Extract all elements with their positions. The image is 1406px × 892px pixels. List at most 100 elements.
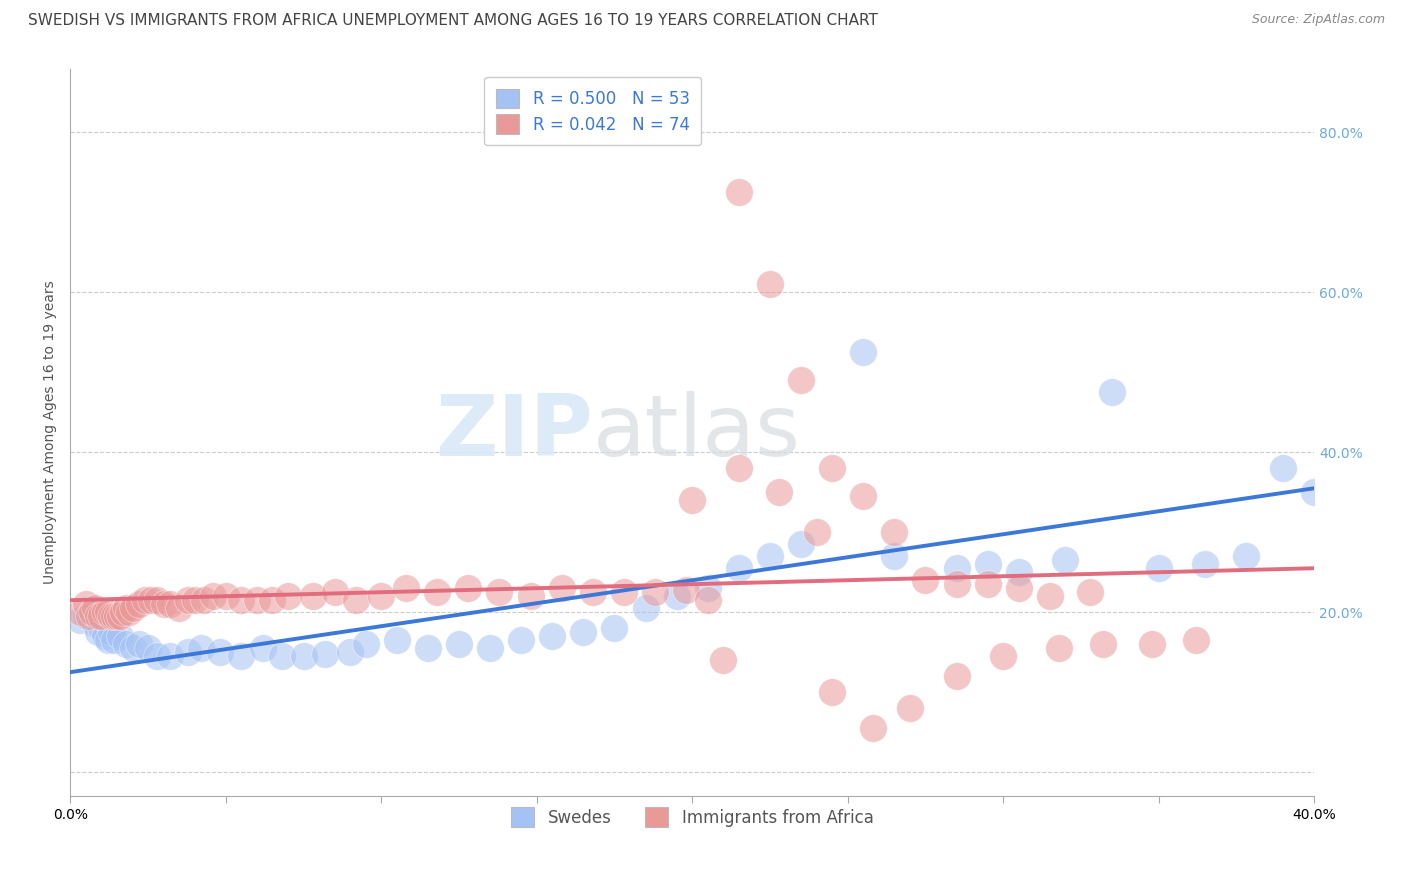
Point: [759, 277, 782, 292]
Point: [302, 589, 325, 603]
Point: [852, 489, 875, 503]
Point: [193, 593, 215, 607]
Point: [550, 581, 572, 595]
Point: [582, 585, 605, 599]
Point: [945, 669, 967, 683]
Point: [84, 617, 107, 632]
Point: [93, 605, 115, 619]
Point: [231, 593, 253, 607]
Point: [852, 345, 875, 359]
Point: [370, 589, 392, 603]
Point: [488, 585, 510, 599]
Point: [945, 561, 967, 575]
Point: [1054, 553, 1077, 567]
Point: [115, 601, 138, 615]
Point: [993, 649, 1015, 664]
Point: [262, 593, 284, 607]
Point: [1303, 485, 1326, 500]
Point: [759, 549, 782, 564]
Point: [183, 593, 205, 607]
Point: [134, 593, 156, 607]
Point: [112, 605, 135, 619]
Text: Source: ZipAtlas.com: Source: ZipAtlas.com: [1251, 13, 1385, 27]
Point: [519, 589, 541, 603]
Point: [323, 585, 346, 599]
Text: ZIP: ZIP: [434, 391, 593, 474]
Point: [883, 525, 905, 540]
Point: [159, 597, 181, 611]
Point: [728, 461, 751, 475]
Point: [146, 649, 169, 664]
Point: [69, 613, 91, 627]
Point: [128, 597, 150, 611]
Point: [314, 647, 336, 661]
Point: [945, 577, 967, 591]
Point: [728, 186, 751, 200]
Point: [292, 649, 315, 664]
Point: [603, 621, 626, 635]
Point: [100, 609, 122, 624]
Point: [344, 593, 367, 607]
Point: [665, 589, 688, 603]
Point: [821, 685, 844, 699]
Point: [231, 649, 253, 664]
Point: [711, 653, 734, 667]
Point: [103, 609, 125, 624]
Point: [1147, 561, 1170, 575]
Point: [339, 645, 361, 659]
Point: [103, 633, 125, 648]
Point: [541, 629, 564, 643]
Point: [121, 601, 143, 615]
Point: [696, 593, 718, 607]
Point: [80, 605, 103, 619]
Point: [510, 633, 533, 648]
Point: [115, 637, 138, 651]
Point: [1078, 585, 1101, 599]
Point: [252, 641, 274, 656]
Point: [1091, 637, 1114, 651]
Point: [100, 625, 122, 640]
Point: [97, 633, 120, 648]
Text: SWEDISH VS IMMIGRANTS FROM AFRICA UNEMPLOYMENT AMONG AGES 16 TO 19 YEARS CORRELA: SWEDISH VS IMMIGRANTS FROM AFRICA UNEMPL…: [28, 13, 877, 29]
Point: [821, 461, 844, 475]
Point: [146, 593, 169, 607]
Point: [215, 589, 238, 603]
Point: [190, 641, 212, 656]
Point: [976, 577, 998, 591]
Point: [1101, 385, 1123, 400]
Point: [675, 582, 697, 597]
Point: [246, 593, 269, 607]
Point: [152, 597, 174, 611]
Point: [277, 589, 299, 603]
Point: [208, 645, 231, 659]
Point: [108, 629, 131, 643]
Text: atlas: atlas: [593, 391, 801, 474]
Point: [395, 581, 418, 595]
Point: [97, 605, 120, 619]
Point: [1008, 566, 1031, 580]
Point: [634, 601, 657, 615]
Point: [167, 601, 190, 615]
Point: [177, 593, 200, 607]
Point: [806, 525, 828, 540]
Point: [976, 558, 998, 572]
Point: [118, 605, 141, 619]
Point: [87, 625, 110, 640]
Point: [385, 633, 408, 648]
Point: [75, 609, 97, 624]
Point: [108, 609, 131, 624]
Point: [202, 589, 225, 603]
Y-axis label: Unemployment Among Ages 16 to 19 years: Unemployment Among Ages 16 to 19 years: [44, 280, 58, 584]
Point: [1185, 633, 1208, 648]
Point: [80, 605, 103, 619]
Point: [75, 597, 97, 611]
Point: [1039, 589, 1062, 603]
Point: [768, 485, 790, 500]
Point: [1272, 461, 1295, 475]
Point: [159, 649, 181, 664]
Point: [426, 585, 449, 599]
Point: [87, 609, 110, 624]
Point: [177, 645, 200, 659]
Point: [1047, 641, 1070, 656]
Point: [681, 493, 703, 508]
